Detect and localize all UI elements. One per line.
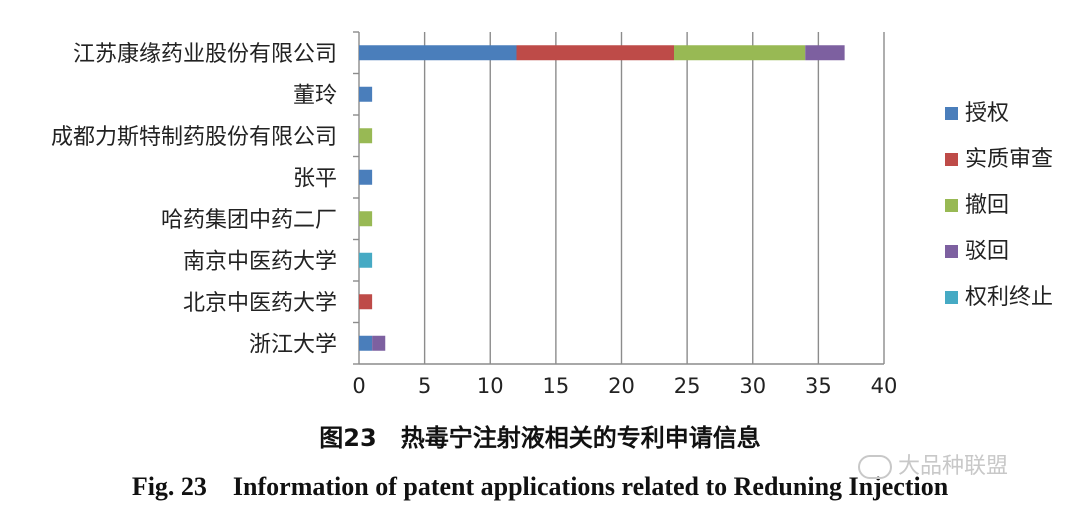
bar-segment — [359, 294, 373, 310]
bar-segment — [372, 335, 386, 351]
bar-segment — [359, 169, 373, 185]
x-tick-label: 35 — [805, 374, 832, 398]
legend-label: 权利终止 — [965, 285, 1053, 310]
legend-swatch — [945, 245, 958, 258]
x-tick-label: 40 — [871, 374, 898, 398]
category-label: 江苏康缘药业股份有限公司 — [73, 42, 337, 67]
category-label: 张平 — [293, 166, 337, 191]
wechat-icon — [858, 455, 892, 479]
watermark-text: 大品种联盟 — [898, 454, 1009, 479]
legend-swatch — [945, 153, 958, 166]
bar-segment — [359, 335, 373, 351]
x-tick-label: 10 — [477, 374, 504, 398]
x-tick-label: 25 — [674, 374, 701, 398]
legend-label: 驳回 — [965, 239, 1009, 264]
legend-swatch — [945, 107, 958, 120]
figure-caption-english: Fig. 23 Information of patent applicatio… — [131, 472, 949, 501]
bar-segment — [359, 211, 373, 227]
legend-label: 撤回 — [965, 193, 1009, 218]
bar-segment — [805, 45, 845, 61]
bar-segment — [359, 86, 373, 102]
x-tick-label: 5 — [418, 374, 431, 398]
legend-label: 实质审查 — [965, 147, 1053, 172]
legend-label: 授权 — [965, 101, 1009, 126]
x-tick-label: 30 — [739, 374, 766, 398]
category-label: 董玲 — [293, 83, 337, 108]
bar-segment — [674, 45, 806, 61]
figure-caption-chinese: 图23 热毒宁注射液相关的专利申请信息 — [319, 424, 761, 452]
category-label: 北京中医药大学 — [183, 291, 337, 316]
watermark: 大品种联盟 — [858, 448, 1008, 480]
x-tick-label: 20 — [608, 374, 635, 398]
legend-swatch — [945, 199, 958, 212]
x-tick-label: 0 — [352, 374, 365, 398]
bar-segment — [359, 252, 373, 268]
patent-bar-chart: 0 5 10 15 20 25 30 35 40 江苏康缘药业股份有限公司董玲成都力斯特制药股份有… — [51, 31, 1053, 398]
category-label: 哈药集团中药二厂 — [161, 208, 337, 233]
bar-segment — [516, 45, 674, 61]
bar-segment — [359, 128, 373, 144]
category-label: 浙江大学 — [249, 332, 337, 357]
legend-swatch — [945, 291, 958, 304]
bar-segment — [359, 45, 517, 61]
category-label: 南京中医药大学 — [183, 249, 337, 274]
category-label: 成都力斯特制药股份有限公司 — [51, 125, 337, 150]
x-tick-label: 15 — [543, 374, 570, 398]
